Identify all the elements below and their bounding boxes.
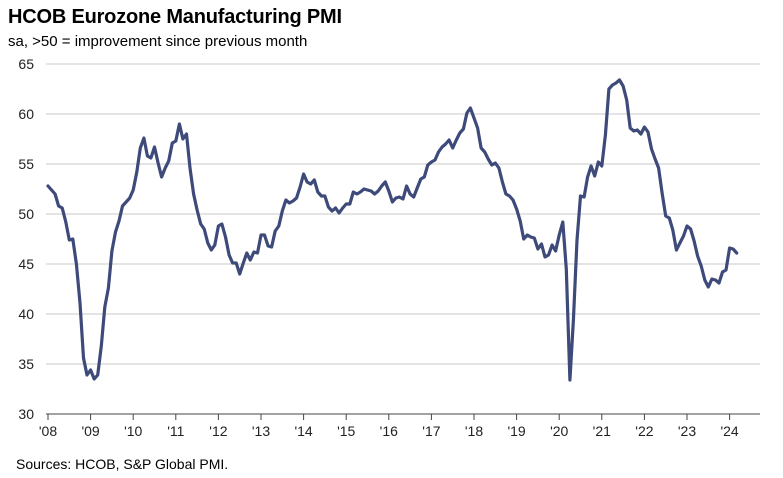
x-tick-label: '11 bbox=[167, 423, 184, 439]
x-tick-label: '16 bbox=[380, 423, 398, 439]
y-tick-label: 55 bbox=[18, 156, 34, 172]
x-tick-label: '14 bbox=[294, 423, 312, 439]
x-tick-label: '09 bbox=[81, 423, 99, 439]
x-tick-label: '17 bbox=[422, 423, 440, 439]
x-tick-label: '18 bbox=[465, 423, 483, 439]
x-tick-label: '13 bbox=[252, 423, 270, 439]
y-axis: 30 35 40 45 50 55 60 65 bbox=[18, 56, 34, 422]
plot-area bbox=[46, 78, 739, 382]
gridlines bbox=[46, 63, 760, 415]
x-tick-label: '20 bbox=[550, 423, 568, 439]
series-line-0 bbox=[46, 78, 739, 382]
y-tick-label: 60 bbox=[18, 106, 34, 122]
chart-subtitle: sa, >50 = improvement since previous mon… bbox=[8, 33, 308, 50]
x-tick-label: '15 bbox=[337, 423, 355, 439]
y-tick-label: 45 bbox=[18, 256, 34, 272]
y-tick-label: 30 bbox=[18, 406, 34, 422]
x-axis: '08 '09 '10 '11 '12 '13 '14 '15 '16 '17 '18 '19 '20 '… bbox=[39, 414, 739, 439]
y-tick-label: 40 bbox=[18, 306, 34, 322]
source-note: Sources: HCOB, S&P Global PMI. bbox=[16, 456, 229, 472]
y-tick-label: 50 bbox=[18, 206, 34, 222]
y-tick-label: 35 bbox=[18, 356, 34, 372]
x-tick-label: '22 bbox=[635, 423, 653, 439]
x-tick-label: '24 bbox=[720, 423, 738, 439]
x-tick-label: '08 bbox=[39, 423, 57, 439]
x-tick-label: '10 bbox=[124, 423, 142, 439]
x-tick-label: '12 bbox=[209, 423, 227, 439]
x-tick-label: '23 bbox=[678, 423, 696, 439]
x-tick-label: '21 bbox=[593, 423, 611, 439]
chart-title: HCOB Eurozone Manufacturing PMI bbox=[8, 6, 342, 28]
x-tick-label: '19 bbox=[507, 423, 525, 439]
y-tick-label: 65 bbox=[18, 56, 34, 72]
